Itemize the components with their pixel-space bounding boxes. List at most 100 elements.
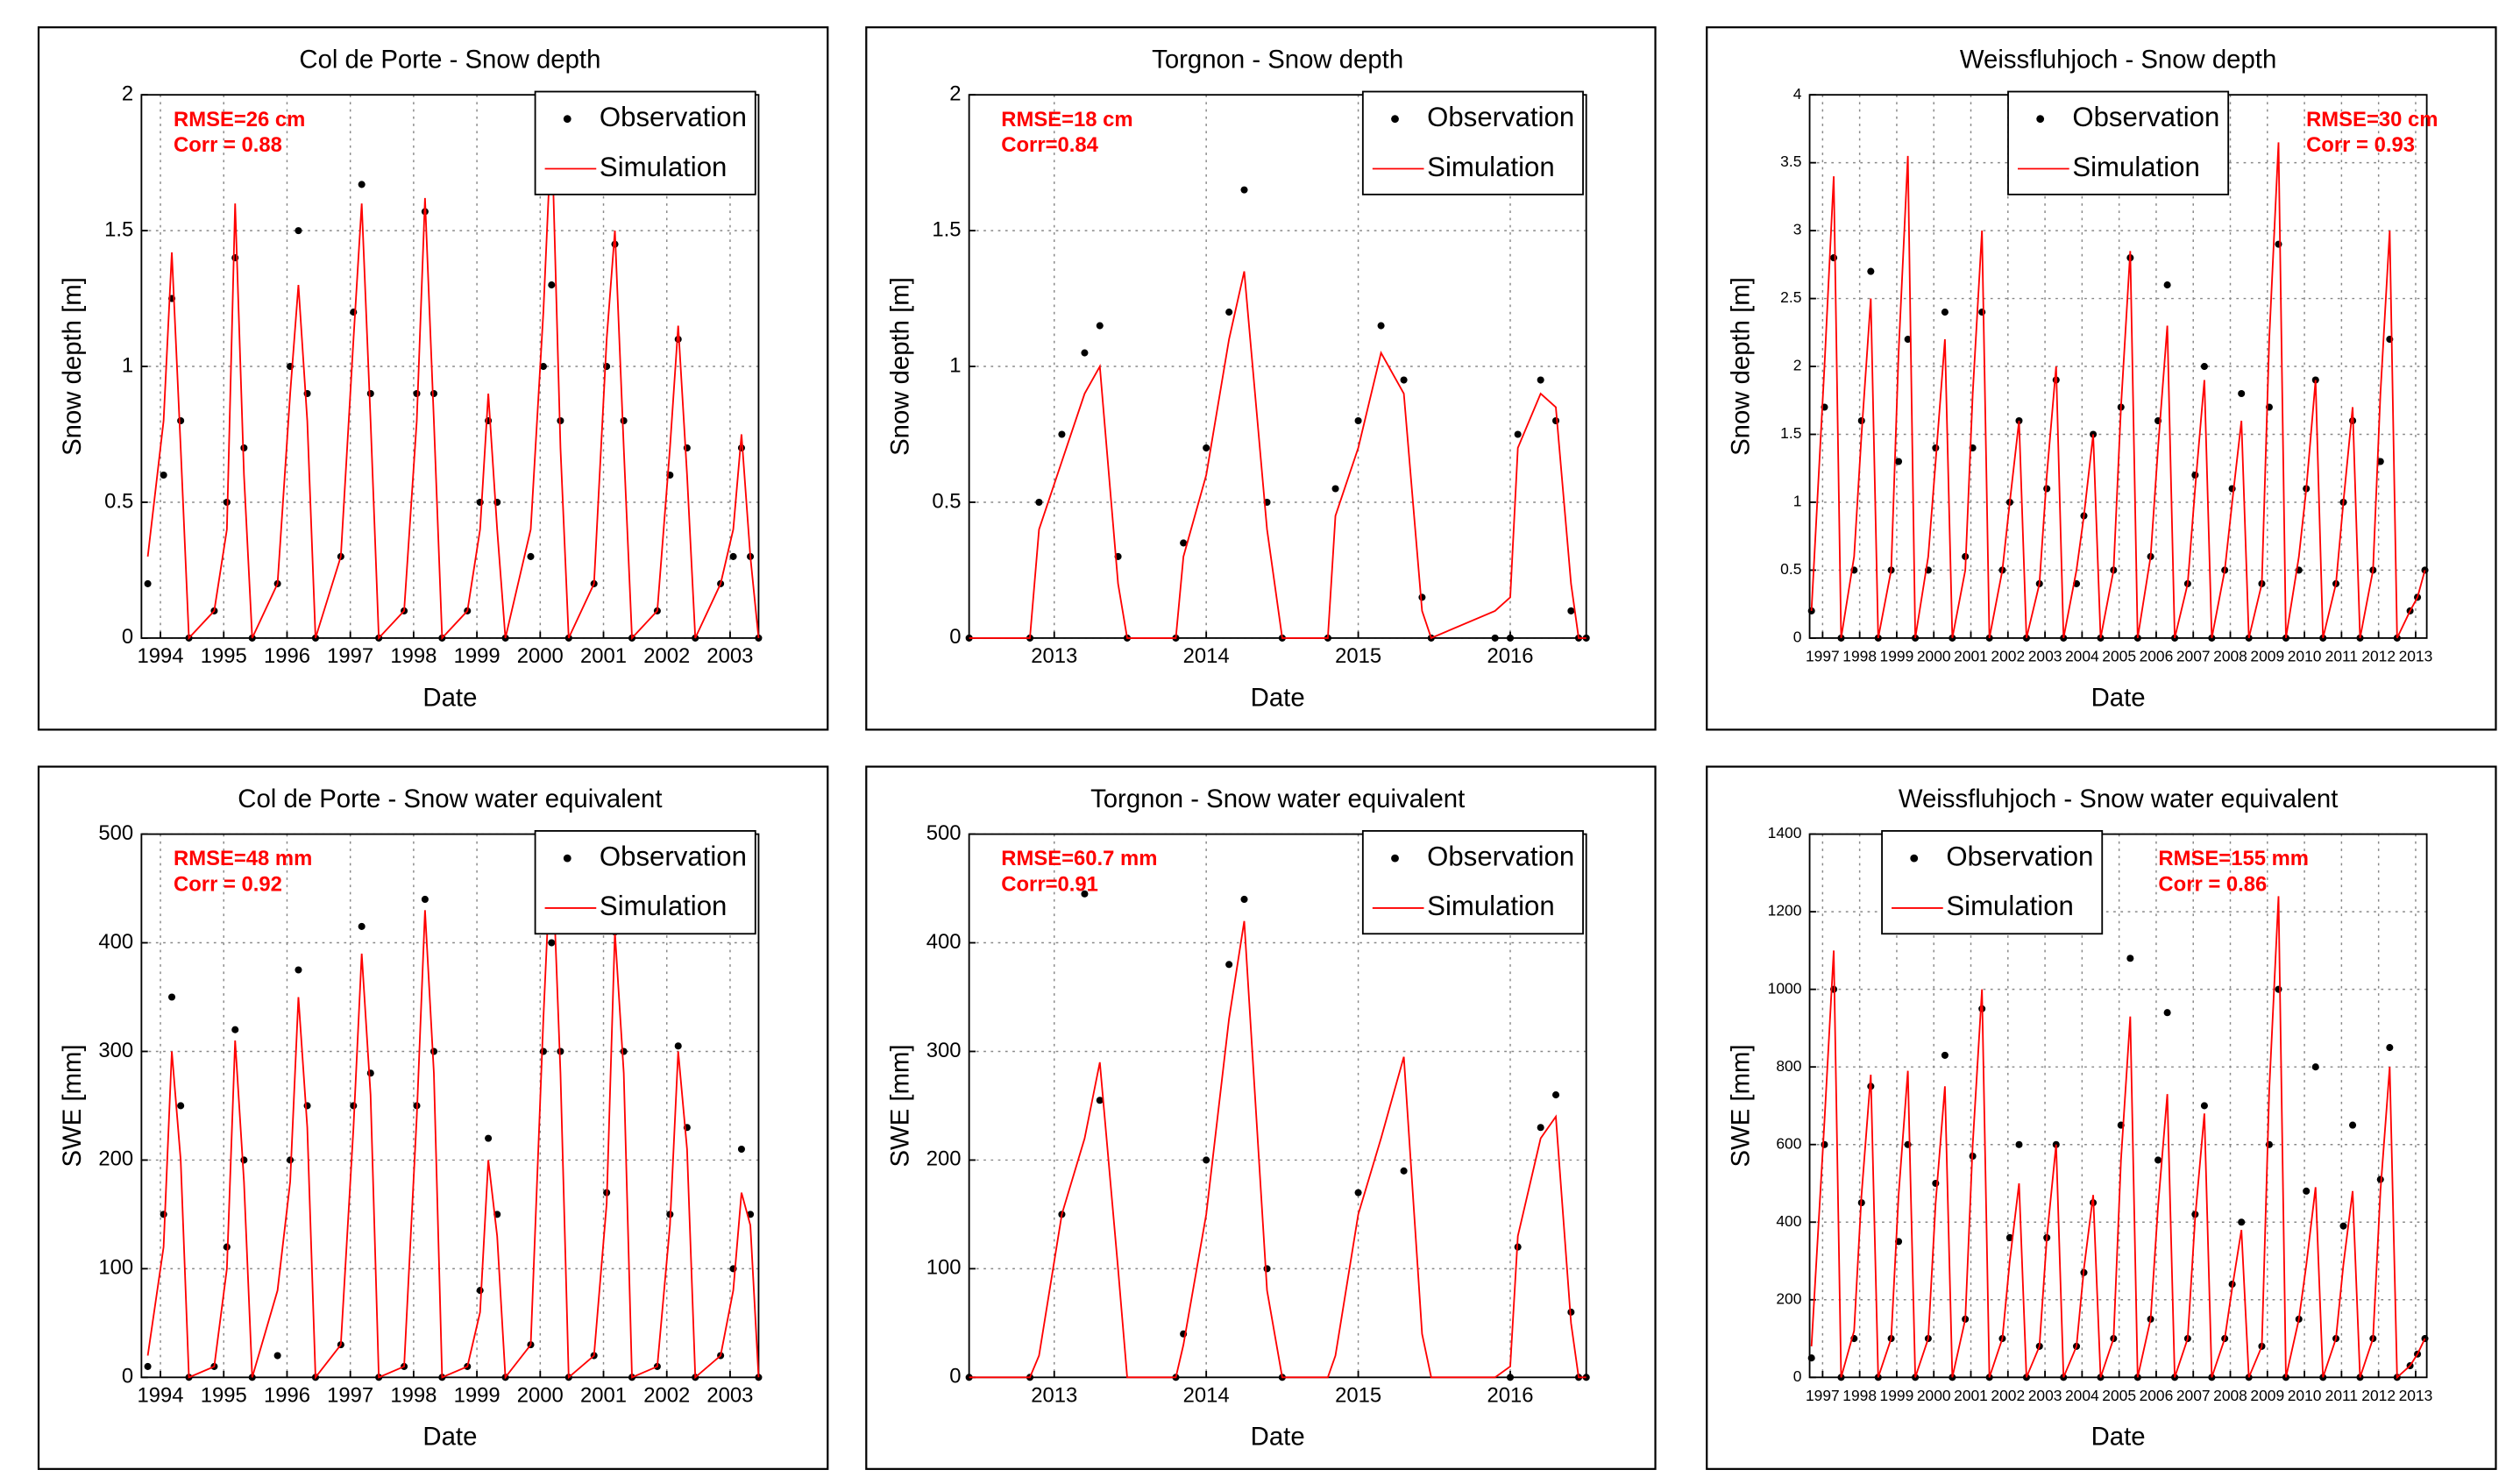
x-tick-label: 2005 <box>2102 648 2136 665</box>
y-tick-label: 1 <box>122 353 133 377</box>
observation-point <box>620 416 628 425</box>
x-tick-label: 1995 <box>201 1384 247 1408</box>
observation-point <box>737 444 745 452</box>
x-axis-label: Date <box>1251 683 1305 712</box>
observation-point <box>2163 1009 2171 1017</box>
observation-point <box>240 1156 248 1164</box>
legend-marker <box>563 115 571 124</box>
x-tick-label: 1998 <box>390 1384 437 1408</box>
observation-point <box>2154 1156 2162 1164</box>
observation-point <box>548 281 556 289</box>
y-tick-label: 0.5 <box>104 489 133 513</box>
observation-point <box>2126 955 2134 962</box>
x-tick-label: 2001 <box>1954 1387 1988 1404</box>
annotation: RMSE=48 mm <box>174 847 312 870</box>
y-tick-label: 100 <box>98 1256 133 1280</box>
x-tick-label: 1997 <box>1806 648 1840 665</box>
y-tick-label: 400 <box>926 930 962 954</box>
observation-point <box>144 579 152 587</box>
observation-point <box>1867 267 1875 275</box>
x-tick-label: 2013 <box>1031 644 1077 668</box>
legend-marker <box>1391 115 1399 124</box>
x-tick-label: 2016 <box>1487 1384 1533 1408</box>
x-tick-label: 2008 <box>2213 648 2247 665</box>
observation-point <box>1331 485 1339 493</box>
observation-point <box>1096 322 1104 330</box>
legend-marker <box>1391 854 1399 863</box>
y-axis-label: SWE [mm] <box>1726 1044 1755 1167</box>
x-axis-label: Date <box>422 1423 477 1452</box>
y-tick-label: 400 <box>98 930 133 954</box>
observation-point <box>548 939 556 947</box>
legend-box <box>2007 90 2230 195</box>
x-tick-label: 2007 <box>2176 648 2211 665</box>
observation-point <box>358 922 366 930</box>
plot-area <box>140 94 760 639</box>
x-tick-label: 2004 <box>2065 1387 2099 1404</box>
x-tick-label: 2009 <box>2250 648 2284 665</box>
y-tick-label: 1 <box>1793 493 1802 510</box>
observation-point <box>2191 471 2199 479</box>
observation-point <box>557 1047 564 1055</box>
y-tick-label: 0.5 <box>1780 560 1801 578</box>
x-tick-label: 1997 <box>327 644 373 668</box>
chart-title: Weissfluhjoch - Snow depth <box>1960 45 2276 74</box>
x-tick-label: 1999 <box>1880 1387 1914 1404</box>
y-tick-label: 500 <box>926 821 962 845</box>
simulation-line <box>146 127 760 641</box>
x-tick-label: 1999 <box>1880 648 1914 665</box>
x-axis-label: Date <box>1251 1423 1305 1452</box>
y-tick-label: 300 <box>926 1039 962 1062</box>
observation-point <box>1821 1140 1828 1148</box>
annotation: Corr = 0.92 <box>174 873 282 897</box>
simulation-line <box>969 920 1587 1379</box>
annotation: RMSE=26 cm <box>174 108 305 131</box>
x-tick-label: 2015 <box>1335 644 1381 668</box>
observation-point <box>1354 416 1362 425</box>
x-tick-label: 2010 <box>2288 1387 2322 1404</box>
observation-point <box>1081 890 1089 898</box>
y-tick-label: 1.5 <box>932 217 961 241</box>
observation-point <box>2238 389 2246 398</box>
legend-label: Observation <box>2072 102 2219 132</box>
chart-title: Weissfluhjoch - Snow water equivalent <box>1899 785 2339 813</box>
annotation: Corr = 0.86 <box>2158 873 2267 897</box>
observation-point <box>273 1352 281 1360</box>
legend-box <box>1361 830 1584 935</box>
legend-label: Simulation <box>2072 152 2199 182</box>
observation-point <box>2386 1044 2394 1052</box>
x-tick-label: 2015 <box>1335 1384 1381 1408</box>
observation-point <box>2339 1222 2347 1230</box>
observation-point <box>303 1102 311 1110</box>
observation-point <box>429 389 438 398</box>
observation-point <box>1180 539 1188 547</box>
observation-point <box>1035 498 1043 507</box>
observation-point <box>2349 1121 2357 1129</box>
observation-point <box>729 552 737 560</box>
legend-label: Observation <box>600 841 747 871</box>
observation-point <box>539 1047 547 1055</box>
observation-point <box>366 1069 374 1077</box>
observation-point <box>620 1047 628 1055</box>
y-tick-label: 1.5 <box>104 217 133 241</box>
x-tick-label: 2006 <box>2140 1387 2174 1404</box>
plot-area <box>968 94 1587 639</box>
observation-point <box>476 1287 484 1295</box>
x-tick-label: 2003 <box>706 644 753 668</box>
legend-label: Simulation <box>1427 152 1554 182</box>
y-tick-label: 1200 <box>1768 902 1802 920</box>
observation-point <box>2421 1335 2429 1343</box>
legend-box <box>1881 830 2104 935</box>
observation-point <box>2238 1218 2246 1226</box>
observation-point <box>603 363 611 371</box>
observation-point <box>485 1134 493 1142</box>
y-tick-label: 100 <box>926 1256 962 1280</box>
x-tick-label: 2001 <box>580 644 627 668</box>
plot-area <box>1808 833 2428 1379</box>
x-tick-label: 2001 <box>1954 648 1988 665</box>
x-tick-label: 2003 <box>2028 648 2062 665</box>
observation-point <box>160 1211 167 1218</box>
annotation: RMSE=30 cm <box>2306 108 2438 131</box>
plot-area <box>968 833 1587 1379</box>
